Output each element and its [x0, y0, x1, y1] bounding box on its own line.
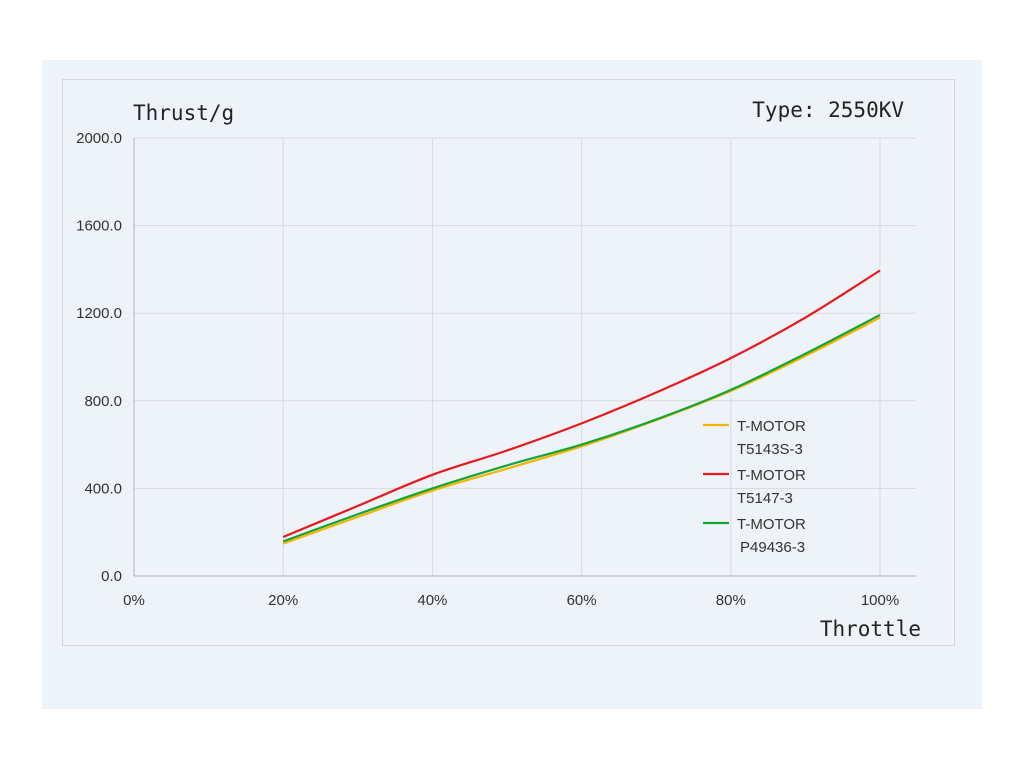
x-tick-label: 0% — [123, 592, 145, 609]
y-tick-label: 2000.0 — [76, 130, 122, 147]
y-tick-label: 800.0 — [84, 393, 122, 410]
legend-label: T-MOTOR — [737, 418, 806, 435]
y-tick-label: 0.0 — [101, 568, 122, 585]
legend: T-MOTOR T5143S-3 T-MOTOR T5147-3 T-MOTOR P494… — [703, 418, 806, 556]
chart-frame — [62, 79, 955, 646]
x-tick-label: 20% — [268, 592, 298, 609]
axes — [133, 138, 916, 577]
legend-label: T-MOTOR — [737, 516, 806, 533]
chart-panel — [42, 60, 982, 709]
type-annotation: Type: 2550KV — [752, 98, 904, 122]
x-tick-label: 100% — [861, 592, 899, 609]
series-line-2 — [282, 313, 881, 543]
y-tick-label: 1200.0 — [76, 305, 122, 322]
tick-labels: 0.0 400.0 800.0 1200.0 1600.0 2000.0 0% 20% 40% 6… — [76, 130, 899, 609]
series-lines — [282, 269, 881, 545]
series-line-1 — [282, 269, 881, 539]
y-tick-label: 400.0 — [84, 480, 122, 497]
x-tick-label: 60% — [567, 592, 597, 609]
x-tick-label: 80% — [716, 592, 746, 609]
legend-label: T5143S-3 — [737, 441, 803, 458]
legend-label: T5147-3 — [737, 490, 793, 507]
x-axis-label: Throttle — [820, 617, 921, 641]
y-tick-label: 1600.0 — [76, 218, 122, 235]
x-tick-label: 40% — [417, 592, 447, 609]
series-line-0 — [282, 316, 881, 545]
legend-label: P49436-3 — [740, 539, 805, 556]
legend-label: T-MOTOR — [737, 467, 806, 484]
y-axis-label: Thrust/g — [133, 101, 234, 125]
